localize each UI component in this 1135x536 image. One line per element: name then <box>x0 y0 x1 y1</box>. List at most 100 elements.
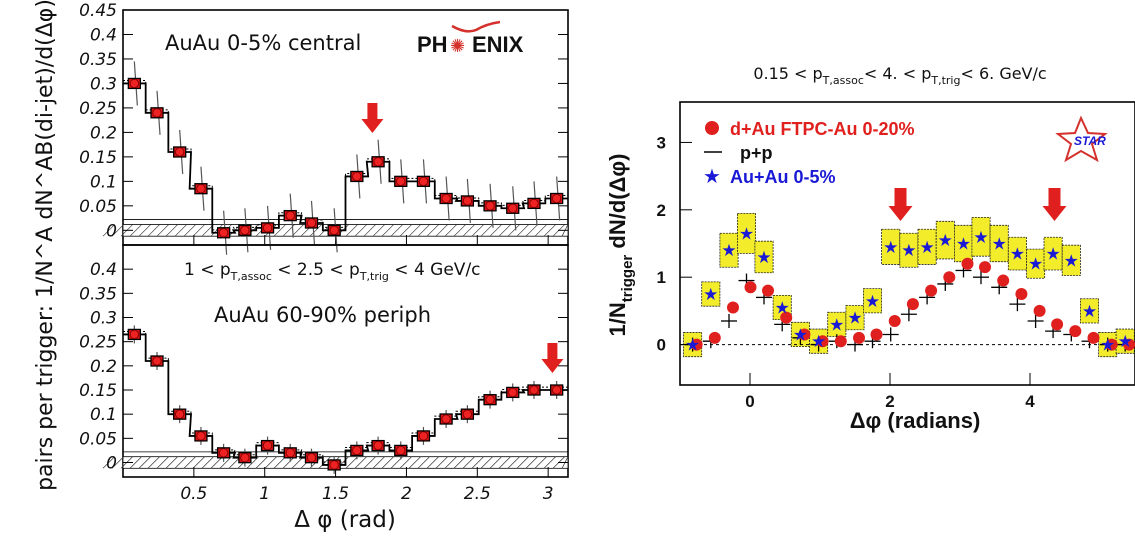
dau-point <box>1123 338 1135 351</box>
hatch-line <box>498 224 511 237</box>
dau-point <box>1051 318 1064 331</box>
dau-point <box>816 335 829 348</box>
data-point <box>394 441 408 460</box>
data-point <box>216 210 231 255</box>
auau-sys-box <box>754 240 774 274</box>
dau-point <box>1015 288 1028 301</box>
hatch-line <box>345 456 358 469</box>
hatch-line <box>480 456 493 469</box>
data-point <box>173 405 187 424</box>
data-point <box>483 390 497 409</box>
data-point <box>460 178 475 223</box>
hatch-line <box>417 224 430 237</box>
x-tick-label: 3 <box>543 484 554 504</box>
dau-point <box>906 298 919 311</box>
dau-point <box>798 328 811 341</box>
histogram-line <box>123 333 568 466</box>
auau-point: ★ <box>811 332 826 352</box>
legend-auau-marker: ★ <box>703 164 721 188</box>
hatch-line <box>525 224 538 237</box>
pp-point <box>882 327 899 342</box>
y-tick-label: 0.2 <box>90 357 117 377</box>
dau-point <box>1033 304 1046 317</box>
hatch-line <box>471 456 484 469</box>
data-point <box>216 443 231 462</box>
svg-text:✺: ✺ <box>450 36 465 56</box>
auau-point: ★ <box>956 235 971 255</box>
y-tick-label: 0.2 <box>90 123 117 143</box>
y-tick-label: 0.25 <box>79 333 117 353</box>
pp-point <box>1027 313 1044 328</box>
auau-sys-box <box>719 232 739 268</box>
dau-point <box>925 284 938 297</box>
hatch-line <box>102 224 115 237</box>
annotation-central: AuAu 0-5% central <box>165 31 361 55</box>
y-tick-label: 1 <box>657 268 666 287</box>
data-point <box>327 455 341 474</box>
y-tick-label: 0.3 <box>90 74 117 94</box>
hatch-line <box>138 224 151 237</box>
dau-point <box>1069 325 1082 338</box>
y-tick-label: 0.3 <box>90 309 117 329</box>
arrow <box>888 188 913 221</box>
auau-point: ★ <box>1100 336 1115 356</box>
hatch-line <box>183 456 196 469</box>
hatch-line <box>534 224 547 237</box>
auau-sys-box <box>899 232 919 268</box>
hatch-line <box>219 456 232 469</box>
hatch-line <box>291 456 304 469</box>
panel-top-left: 0 0.05 0.1 0.15 0.2 0.25 0.3 0.35 0.4 0.45 AuAu 0… <box>79 1 569 255</box>
arrow-marker-top <box>361 103 384 133</box>
arrow <box>1042 188 1067 221</box>
auau-sys-box <box>701 281 721 307</box>
hatch-line <box>192 224 205 237</box>
dau-point <box>943 271 956 284</box>
auau-point: ★ <box>793 325 808 345</box>
y-tick-label: 0.15 <box>79 148 117 168</box>
auau-point: ★ <box>847 309 862 329</box>
hatch-line <box>444 224 457 237</box>
data-point <box>304 448 319 467</box>
dau-point <box>979 261 991 274</box>
panel-right-frame <box>679 101 1135 386</box>
auau-point: ★ <box>1045 245 1060 265</box>
data-point <box>260 436 275 455</box>
hatch-line <box>246 456 259 469</box>
y-tick-label: 0.4 <box>90 260 117 280</box>
auau-point: ★ <box>1118 332 1133 352</box>
data-point <box>350 154 364 199</box>
hatch-line <box>165 456 178 469</box>
hatch-line <box>273 456 286 469</box>
hatch-line <box>507 456 520 469</box>
hatch-line <box>156 456 169 469</box>
hatch-line <box>192 456 205 469</box>
y-tick-label: 0.45 <box>79 1 117 21</box>
y-tick-label: 0.35 <box>79 284 117 304</box>
data-point <box>371 139 385 184</box>
dau-point <box>1105 338 1118 351</box>
right-x-axis-label: Δφ (radians) <box>850 408 981 433</box>
auau-sys-box <box>1026 248 1046 279</box>
auau-point: ★ <box>756 248 771 268</box>
hatch-line <box>102 456 115 469</box>
data-point <box>283 443 297 462</box>
hatch-line <box>147 456 160 469</box>
hatch-line <box>363 456 376 469</box>
y-tick-label: 0.05 <box>79 197 117 217</box>
panel-bottom-frame <box>122 244 569 478</box>
hatch-line <box>426 224 439 237</box>
data-point <box>350 441 364 460</box>
dau-point <box>1087 331 1100 344</box>
hatch-line <box>354 224 367 237</box>
data-point <box>527 181 541 226</box>
y-tick-label: 0.4 <box>90 25 117 45</box>
hatch-line <box>435 224 448 237</box>
hatch-line <box>174 456 187 469</box>
pp-point <box>721 313 737 328</box>
arrow <box>361 103 384 133</box>
dau-point <box>727 301 739 314</box>
arrow-marker-bottom <box>541 343 564 373</box>
hatch-line <box>453 456 466 469</box>
data-point <box>127 325 141 344</box>
hatch-line <box>543 456 556 469</box>
